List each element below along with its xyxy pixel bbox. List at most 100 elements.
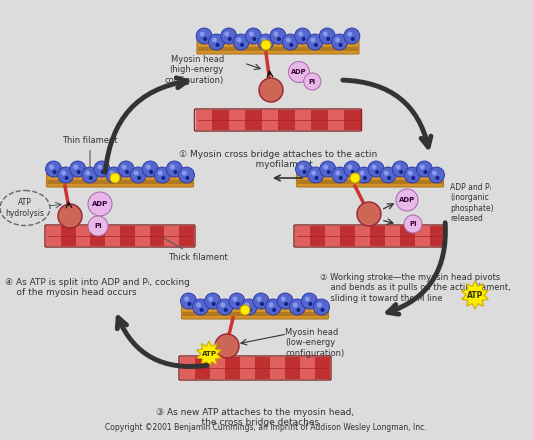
Circle shape xyxy=(253,293,269,309)
Circle shape xyxy=(109,170,115,176)
Text: ADP: ADP xyxy=(399,197,415,203)
Bar xyxy=(385,226,400,246)
Bar xyxy=(196,110,212,130)
Text: Thick filament: Thick filament xyxy=(163,237,228,262)
Text: ① Myosin cross bridge attaches to the actin
    myofilament: ① Myosin cross bridge attaches to the ac… xyxy=(179,150,377,169)
Circle shape xyxy=(282,34,298,50)
Circle shape xyxy=(85,170,90,176)
Circle shape xyxy=(327,170,330,174)
Circle shape xyxy=(395,165,401,169)
Circle shape xyxy=(229,293,245,309)
Bar xyxy=(430,226,445,246)
Circle shape xyxy=(411,176,415,180)
Text: Pi: Pi xyxy=(409,221,417,227)
Circle shape xyxy=(70,161,86,177)
Circle shape xyxy=(192,299,208,315)
Polygon shape xyxy=(197,341,221,367)
Circle shape xyxy=(118,161,134,177)
Bar xyxy=(180,357,195,379)
Circle shape xyxy=(149,170,153,174)
Circle shape xyxy=(232,297,237,301)
Circle shape xyxy=(154,167,170,183)
Circle shape xyxy=(302,37,305,41)
Circle shape xyxy=(357,202,381,226)
Circle shape xyxy=(228,37,232,41)
Circle shape xyxy=(338,43,343,47)
Text: ATP: ATP xyxy=(201,351,216,357)
Circle shape xyxy=(303,170,306,174)
Circle shape xyxy=(61,170,66,176)
Circle shape xyxy=(277,37,281,41)
Circle shape xyxy=(184,297,189,301)
FancyBboxPatch shape xyxy=(198,47,358,51)
Text: ADP and Pᵢ
(inorganic
phosphate)
released: ADP and Pᵢ (inorganic phosphate) release… xyxy=(450,183,494,223)
Bar xyxy=(340,226,355,246)
Circle shape xyxy=(173,170,177,174)
Bar xyxy=(105,226,120,246)
Circle shape xyxy=(158,170,163,176)
Bar xyxy=(278,110,295,130)
Circle shape xyxy=(98,165,102,169)
Circle shape xyxy=(249,32,254,37)
Bar xyxy=(327,110,344,130)
Circle shape xyxy=(368,161,384,177)
FancyBboxPatch shape xyxy=(197,39,359,54)
Circle shape xyxy=(182,170,187,176)
Circle shape xyxy=(181,293,197,309)
Circle shape xyxy=(335,170,340,176)
Circle shape xyxy=(295,161,312,177)
Bar xyxy=(164,226,179,246)
Circle shape xyxy=(289,299,305,315)
Circle shape xyxy=(161,176,165,180)
Bar xyxy=(240,357,255,379)
Circle shape xyxy=(253,37,256,41)
Circle shape xyxy=(137,176,141,180)
Circle shape xyxy=(179,167,195,183)
Circle shape xyxy=(277,293,293,309)
Circle shape xyxy=(240,43,244,47)
Circle shape xyxy=(319,28,335,44)
Circle shape xyxy=(344,28,360,44)
Circle shape xyxy=(237,37,241,43)
Text: Myosin head
(high-energy
configuration): Myosin head (high-energy configuration) xyxy=(165,55,224,85)
Circle shape xyxy=(142,161,158,177)
Circle shape xyxy=(351,170,355,174)
Circle shape xyxy=(399,170,403,174)
Circle shape xyxy=(241,299,257,315)
Bar xyxy=(120,226,135,246)
Bar xyxy=(270,357,285,379)
Circle shape xyxy=(348,165,352,169)
Circle shape xyxy=(332,167,348,183)
Circle shape xyxy=(270,28,286,44)
Text: ④ As ATP is split into ADP and Pᵢ, cocking
    of the myosin head occurs: ④ As ATP is split into ADP and Pᵢ, cocki… xyxy=(5,278,190,297)
Bar xyxy=(295,226,310,246)
Circle shape xyxy=(423,170,427,174)
Circle shape xyxy=(408,170,413,176)
Circle shape xyxy=(311,170,316,176)
Circle shape xyxy=(77,170,80,174)
Bar xyxy=(285,357,300,379)
Bar xyxy=(315,357,330,379)
Circle shape xyxy=(429,167,445,183)
Circle shape xyxy=(308,167,324,183)
Circle shape xyxy=(405,167,421,183)
Bar xyxy=(355,226,370,246)
Circle shape xyxy=(122,165,126,169)
Bar xyxy=(179,226,194,246)
Circle shape xyxy=(224,308,228,312)
Bar xyxy=(46,226,61,246)
Circle shape xyxy=(82,167,98,183)
FancyBboxPatch shape xyxy=(46,173,193,187)
Bar xyxy=(135,226,150,246)
Circle shape xyxy=(215,43,220,47)
Circle shape xyxy=(301,293,317,309)
Circle shape xyxy=(200,308,204,312)
Bar xyxy=(255,357,270,379)
Circle shape xyxy=(272,308,276,312)
Circle shape xyxy=(259,78,283,102)
Bar xyxy=(415,226,430,246)
Circle shape xyxy=(64,176,69,180)
Circle shape xyxy=(196,302,201,308)
Circle shape xyxy=(125,170,129,174)
Circle shape xyxy=(240,305,250,315)
